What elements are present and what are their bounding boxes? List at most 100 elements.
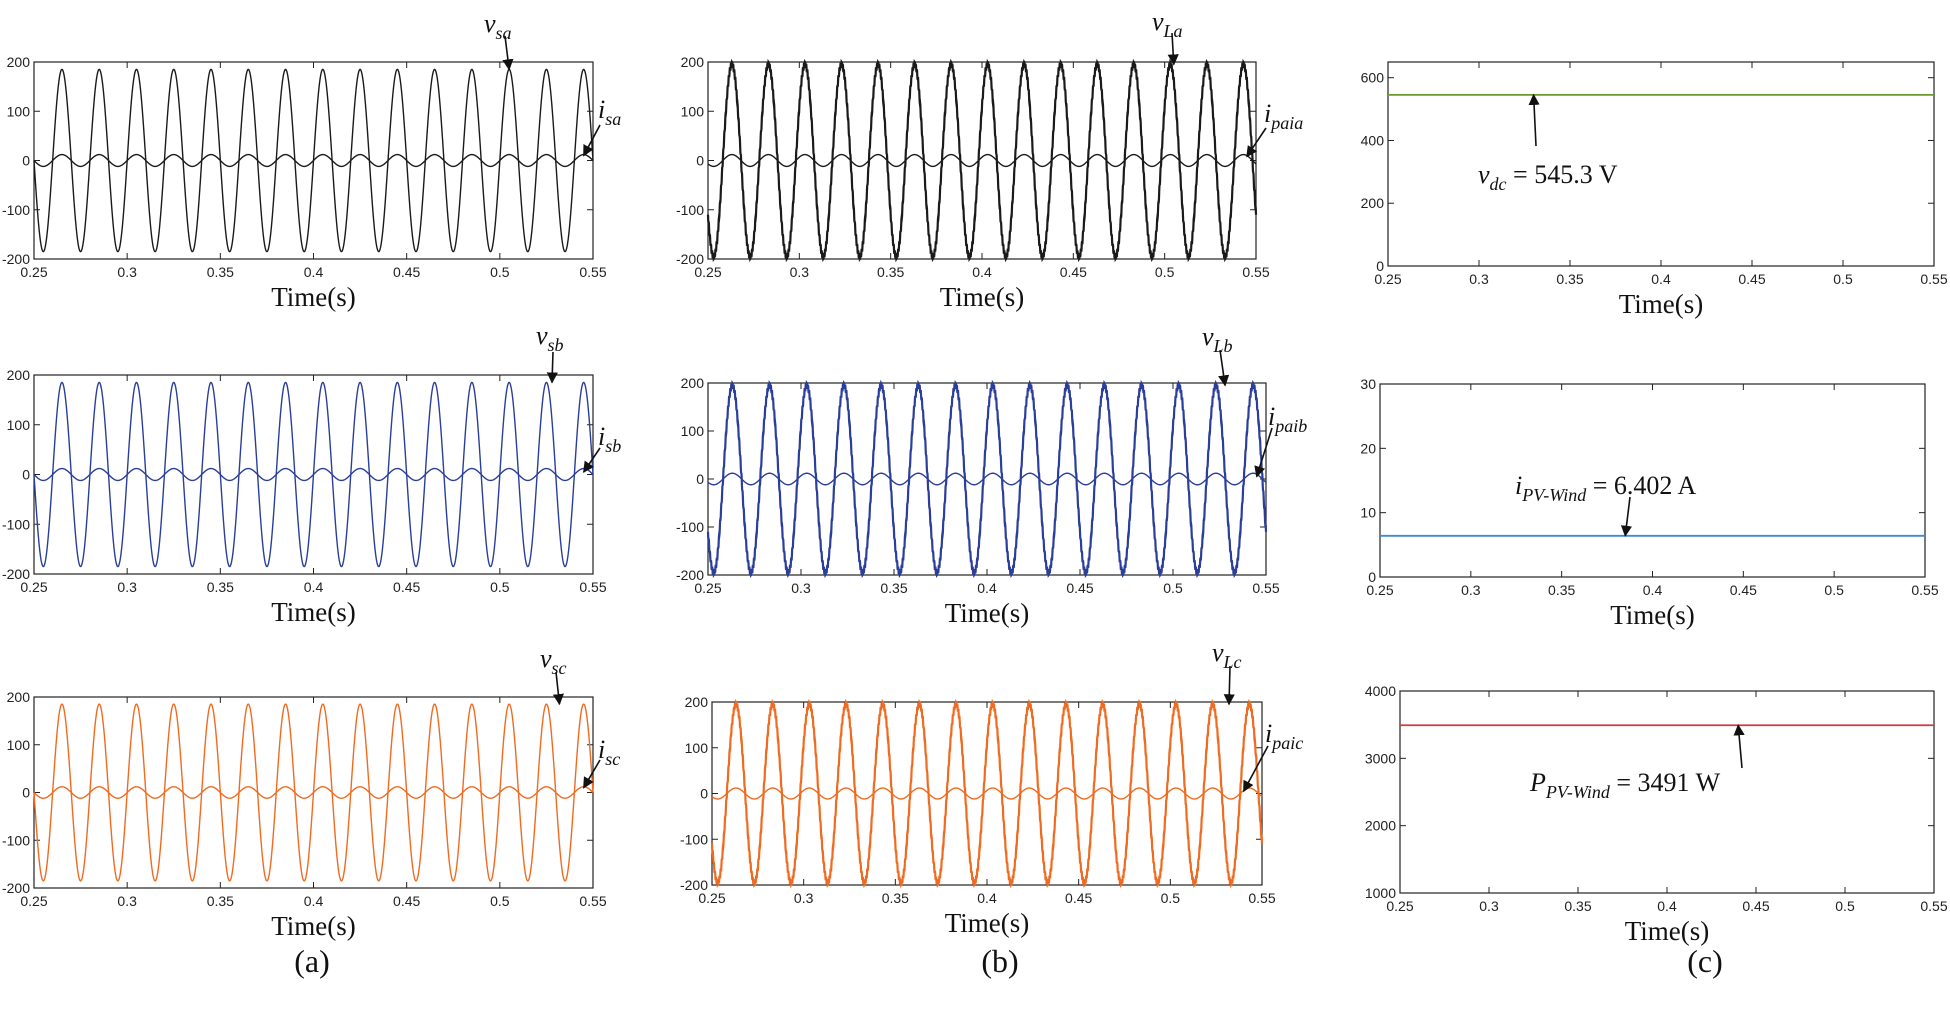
x-tick-label: 0.45 bbox=[393, 893, 420, 909]
x-tick-label: 0.4 bbox=[1643, 582, 1663, 598]
chart-a1: 0.25 0.3 0.35 0.4 0.45 0.5 0.55 -200 -100 0 100 200… bbox=[2, 9, 621, 312]
annotation-arrow bbox=[1167, 32, 1179, 66]
x-tick-label: 0.55 bbox=[1920, 271, 1947, 287]
y-tick-label: 100 bbox=[681, 103, 705, 119]
annotation-base: v bbox=[1202, 322, 1214, 351]
y-tick-label: 100 bbox=[7, 103, 31, 119]
annotation-label: vLb bbox=[1202, 322, 1233, 356]
series-line-vLc bbox=[710, 699, 1264, 888]
x-tick-label: 0.45 bbox=[1065, 890, 1092, 906]
annotation-arrow bbox=[1620, 496, 1633, 537]
x-tick-label: 0.25 bbox=[694, 580, 721, 596]
x-tick-label: 0.25 bbox=[20, 893, 47, 909]
x-tick-label: 0.45 bbox=[393, 579, 420, 595]
x-tick-label: 0.55 bbox=[579, 893, 606, 909]
x-axis-label: Time(s) bbox=[271, 597, 356, 627]
x-tick-label: 0.3 bbox=[117, 893, 137, 909]
x-tick-label: 0.55 bbox=[1248, 890, 1275, 906]
x-tick-label: 0.3 bbox=[117, 264, 137, 280]
x-tick-label: 0.5 bbox=[1835, 898, 1855, 914]
annotation-label: PPV-Wind = 3491 W bbox=[1529, 768, 1721, 802]
series-line-isb bbox=[33, 467, 594, 482]
annotation-arrow bbox=[1254, 427, 1273, 478]
y-tick-label: 0 bbox=[22, 153, 30, 169]
x-tick-label: 0.5 bbox=[490, 264, 510, 280]
annotation-label: vsc bbox=[540, 644, 567, 678]
x-tick-label: 0.3 bbox=[791, 580, 811, 596]
annotation-subscript: sa bbox=[605, 109, 621, 129]
y-tick-label: 100 bbox=[7, 417, 31, 433]
y-tick-label: 200 bbox=[7, 689, 31, 705]
annotation-base: v bbox=[484, 9, 496, 38]
y-tick-label: 400 bbox=[1361, 132, 1385, 148]
x-tick-label: 0.5 bbox=[490, 579, 510, 595]
x-tick-label: 0.55 bbox=[579, 579, 606, 595]
annotation-subscript: paic bbox=[1270, 733, 1303, 753]
chart-a2: 0.25 0.3 0.35 0.4 0.45 0.5 0.55 -200 -100 0 100 200… bbox=[2, 321, 621, 627]
series-line-ipaib bbox=[707, 472, 1267, 486]
series-line-isa bbox=[33, 153, 594, 168]
y-tick-label: 0 bbox=[1368, 569, 1376, 585]
x-tick-label: 0.3 bbox=[1461, 582, 1481, 598]
annotation-base: P bbox=[1529, 768, 1546, 797]
x-tick-label: 0.25 bbox=[1374, 271, 1401, 287]
series-line-isc bbox=[33, 786, 594, 799]
x-tick-label: 0.45 bbox=[1738, 271, 1765, 287]
x-tick-label: 0.5 bbox=[490, 893, 510, 909]
y-tick-label: 200 bbox=[681, 375, 705, 391]
annotation-base: i bbox=[1268, 402, 1275, 431]
y-tick-label: 20 bbox=[1360, 440, 1376, 456]
y-tick-label: -100 bbox=[676, 519, 704, 535]
x-tick-label: 0.3 bbox=[1479, 898, 1499, 914]
annotation-arrow bbox=[583, 447, 601, 473]
y-tick-label: -200 bbox=[2, 566, 30, 582]
annotation-arrow bbox=[546, 351, 558, 384]
x-tick-label: 0.25 bbox=[694, 264, 721, 280]
chart-c1: 0.25 0.3 0.35 0.4 0.45 0.5 0.55 0 200 400 600 Time(… bbox=[1361, 61, 1948, 319]
y-tick-label: 100 bbox=[681, 423, 705, 439]
x-tick-label: 0.45 bbox=[1066, 580, 1093, 596]
plot-frame bbox=[711, 701, 1263, 886]
x-tick-label: 0.4 bbox=[304, 893, 324, 909]
x-tick-label: 0.4 bbox=[304, 579, 324, 595]
annotation-subscript: sc bbox=[552, 658, 567, 678]
x-tick-label: 0.4 bbox=[1651, 271, 1671, 287]
annotation-base: v bbox=[1212, 638, 1224, 667]
annotation-label: isa bbox=[598, 95, 621, 129]
annotation-base: v bbox=[540, 644, 552, 673]
annotation-arrow bbox=[1223, 665, 1235, 706]
x-tick-label: 0.35 bbox=[1548, 582, 1575, 598]
x-tick-label: 0.55 bbox=[579, 264, 606, 280]
x-tick-label: 0.4 bbox=[1657, 898, 1677, 914]
chart-c3: 0.25 0.3 0.35 0.4 0.45 0.5 0.55 1000 2000 3000 400… bbox=[1365, 683, 1948, 946]
annotation-subscript: sb bbox=[605, 436, 621, 456]
y-tick-label: -200 bbox=[676, 567, 704, 583]
chart-c2: 0.25 0.3 0.35 0.4 0.45 0.5 0.55 0 10 20 30 Time(s) i… bbox=[1360, 376, 1938, 630]
x-axis-label: Time(s) bbox=[1610, 600, 1695, 630]
y-tick-label: -100 bbox=[680, 831, 708, 847]
annotation-base: i bbox=[1515, 471, 1522, 500]
x-axis-label: Time(s) bbox=[1619, 289, 1704, 319]
plot-frame bbox=[707, 382, 1267, 576]
x-tick-label: 0.35 bbox=[207, 264, 234, 280]
annotation-arrow bbox=[1528, 93, 1540, 147]
annotation-arrow bbox=[1733, 724, 1745, 769]
y-tick-label: 0 bbox=[22, 467, 30, 483]
x-tick-label: 0.35 bbox=[1556, 271, 1583, 287]
y-tick-label: -100 bbox=[2, 832, 30, 848]
x-axis-label: Time(s) bbox=[945, 908, 1030, 938]
caption-c: (c) bbox=[1687, 943, 1723, 979]
annotation-base: i bbox=[1264, 99, 1271, 128]
y-tick-label: 100 bbox=[7, 737, 31, 753]
x-tick-label: 0.55 bbox=[1252, 580, 1279, 596]
x-tick-label: 0.3 bbox=[790, 264, 810, 280]
y-tick-label: 3000 bbox=[1365, 750, 1396, 766]
x-tick-label: 0.4 bbox=[977, 580, 997, 596]
annotation-label: ipaia bbox=[1264, 99, 1303, 133]
x-tick-label: 0.35 bbox=[882, 890, 909, 906]
x-tick-label: 0.4 bbox=[977, 890, 997, 906]
panels-layer: 0.25 0.3 0.35 0.4 0.45 0.5 0.55-200-1000100200… bbox=[2, 7, 1948, 946]
y-tick-label: 30 bbox=[1360, 376, 1376, 392]
y-tick-label: 200 bbox=[685, 694, 709, 710]
